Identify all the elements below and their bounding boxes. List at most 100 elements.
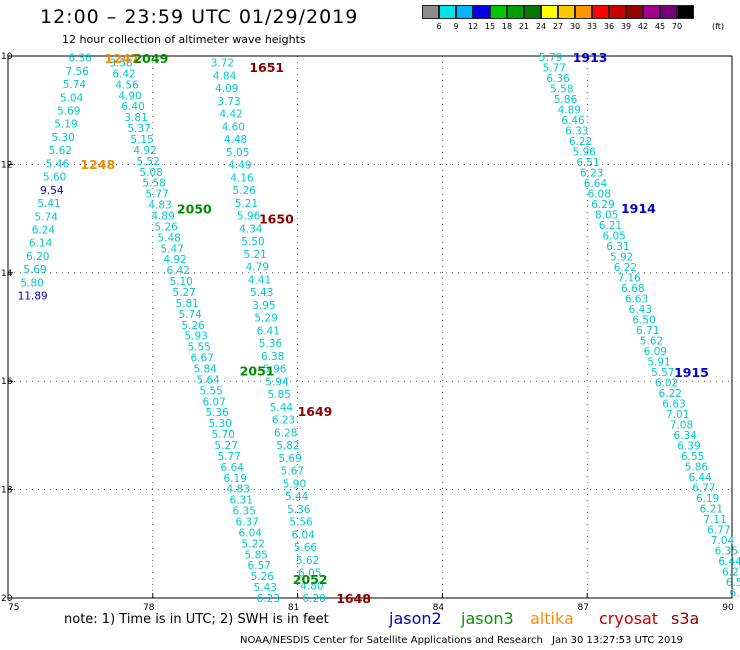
- wave-height-value: 5.77: [145, 189, 168, 201]
- wave-height-value: 4.09: [215, 83, 238, 95]
- color-scale-label: 9: [453, 22, 459, 31]
- color-scale-label: 39: [620, 22, 632, 31]
- wave-height-value: 6.04: [239, 527, 263, 539]
- wave-height-value: 5.60: [43, 172, 66, 184]
- wave-height-value: 5.48: [157, 232, 180, 244]
- wave-height-value: 5.90: [283, 478, 306, 490]
- wave-height-value: 5.55: [199, 385, 222, 397]
- wave-height-value: 5.26: [181, 320, 205, 332]
- color-scale-swatch: [677, 5, 694, 19]
- wave-height-value: 6.21: [700, 504, 723, 516]
- color-scale-label: 30: [569, 22, 581, 31]
- wave-height-value: 6.71: [636, 325, 659, 337]
- wave-height-value: 4.56: [115, 79, 139, 91]
- x-axis-label: 84: [433, 603, 445, 613]
- y-axis-label: 14: [1, 269, 13, 279]
- y-axis-label: 16: [1, 377, 13, 387]
- y-axis-label: 10: [1, 52, 13, 62]
- wave-height-value: 6.44: [688, 472, 712, 484]
- color-scale-swatch: [490, 5, 507, 19]
- legend-s3a: s3a: [671, 609, 700, 628]
- color-scale-swatch: [439, 5, 456, 19]
- wave-height-value: 5.86: [554, 94, 578, 106]
- wave-height-value: 6.33: [565, 126, 588, 138]
- wave-height-value: 5.84: [193, 364, 217, 376]
- wave-height-value: 6.41: [257, 325, 280, 337]
- wave-height-value: 5.21: [235, 198, 258, 210]
- wave-height-value: 5.56: [289, 517, 313, 529]
- wave-height-value: 5.44: [285, 491, 309, 503]
- credit-line: NOAA/NESDIS Center for Satellite Applica…: [240, 635, 543, 646]
- color-scale-swatch: [626, 5, 643, 19]
- wave-height-value: 5.94: [265, 376, 289, 388]
- wave-height-value: 5.36: [259, 338, 283, 350]
- wave-height-value: 7.01: [666, 409, 689, 421]
- wave-height-value: 5.36: [287, 504, 311, 516]
- color-scale-label: 33: [586, 22, 598, 31]
- wave-height-value: 5.96: [237, 211, 261, 223]
- wave-height-value: 5.77: [218, 451, 241, 463]
- color-scale-swatch: [541, 5, 558, 19]
- wave-height-value: 6.21: [599, 220, 622, 232]
- wave-height-value: 4.41: [248, 274, 271, 286]
- wave-height-value: 6.22: [569, 136, 592, 148]
- wave-height-value: 6.23: [257, 593, 280, 605]
- wave-height-value: 4.79: [246, 262, 269, 274]
- wave-height-value: 5.92: [610, 252, 633, 264]
- wave-height-value: 5.26: [251, 571, 275, 583]
- wave-height-value: 6.63: [625, 294, 648, 306]
- wave-height-value: 9.54: [40, 185, 64, 197]
- color-scale: (ft) 6 9 12 15 18 21 24 27 30 33 36 39 42 45 70: [422, 5, 728, 35]
- wave-height-value: 5.80: [20, 277, 43, 289]
- wave-height-value: 6.05: [602, 231, 625, 243]
- wave-height-value: 5.70: [212, 429, 235, 441]
- wave-height-value: 5.85: [267, 389, 290, 401]
- wave-height-value: 7.56: [66, 66, 90, 78]
- wave-height-value: 5.41: [37, 198, 60, 210]
- legend-jason3: jason3: [461, 609, 514, 628]
- wave-height-value: 6.63: [662, 399, 685, 411]
- wave-height-value: 6.42: [112, 68, 135, 80]
- legend-altika: altika: [530, 609, 574, 628]
- footnote: note: 1) Time is in UTC; 2) SWH is in fe…: [64, 612, 329, 627]
- wave-height-value: 6.36: [68, 53, 92, 65]
- wave-height-value: 7.04: [711, 535, 735, 547]
- wave-height-value: 5.37: [127, 123, 150, 135]
- color-scale-swatch: [558, 5, 575, 19]
- y-axis-label: 20: [1, 594, 13, 604]
- wave-height-value: 6.67: [190, 353, 213, 365]
- wave-height-value: 5.93: [184, 331, 207, 343]
- wave-height-value: 7.11: [703, 514, 726, 526]
- wave-height-value: 5.62: [296, 555, 319, 567]
- wave-height-value: 4.89: [558, 105, 581, 117]
- wave-height-value: 5.96: [263, 364, 287, 376]
- pass-number-label: 1649: [298, 404, 333, 419]
- wave-height-value: 6.23: [272, 415, 295, 427]
- wave-height-value: 6.43: [629, 304, 652, 316]
- wave-height-value: 6.50: [632, 315, 655, 327]
- wave-height-value: 4.92: [163, 254, 186, 266]
- wave-height-value: 5.30: [51, 132, 74, 144]
- wave-height-value: 5.04: [60, 92, 84, 104]
- color-scale-swatch: [456, 5, 473, 19]
- wave-height-value: 5.22: [242, 538, 265, 550]
- wave-height-value: 6.57: [248, 560, 271, 572]
- credit-date: Jan 30 13:27:53 UTC 2019: [552, 635, 684, 646]
- wave-height-value: 5.91: [647, 357, 670, 369]
- wave-height-value: 6.35: [233, 506, 256, 518]
- x-axis-label: 78: [143, 603, 155, 613]
- wave-height-value: 5.30: [209, 418, 232, 430]
- wave-height-value: 5.26: [154, 221, 178, 233]
- color-scale-swatch: [660, 5, 677, 19]
- page-title: 12:00 – 23:59 UTC 01/29/2019: [40, 6, 359, 28]
- track-1248: 6.367.565.745.045.695.195.305.625.465.60…: [18, 53, 92, 303]
- page-subtitle: 12 hour collection of altimeter wave hei…: [62, 33, 306, 46]
- wave-height-value: 5.10: [169, 276, 192, 288]
- wave-height-value: 3.95: [252, 300, 275, 312]
- wave-height-value: 3.58: [109, 58, 132, 70]
- track-1914: 5.795.776.365.585.864.896.466.336.225.96…: [539, 52, 740, 599]
- wave-height-value: 4.49: [228, 160, 251, 172]
- legend-cryosat: cryosat: [599, 609, 659, 628]
